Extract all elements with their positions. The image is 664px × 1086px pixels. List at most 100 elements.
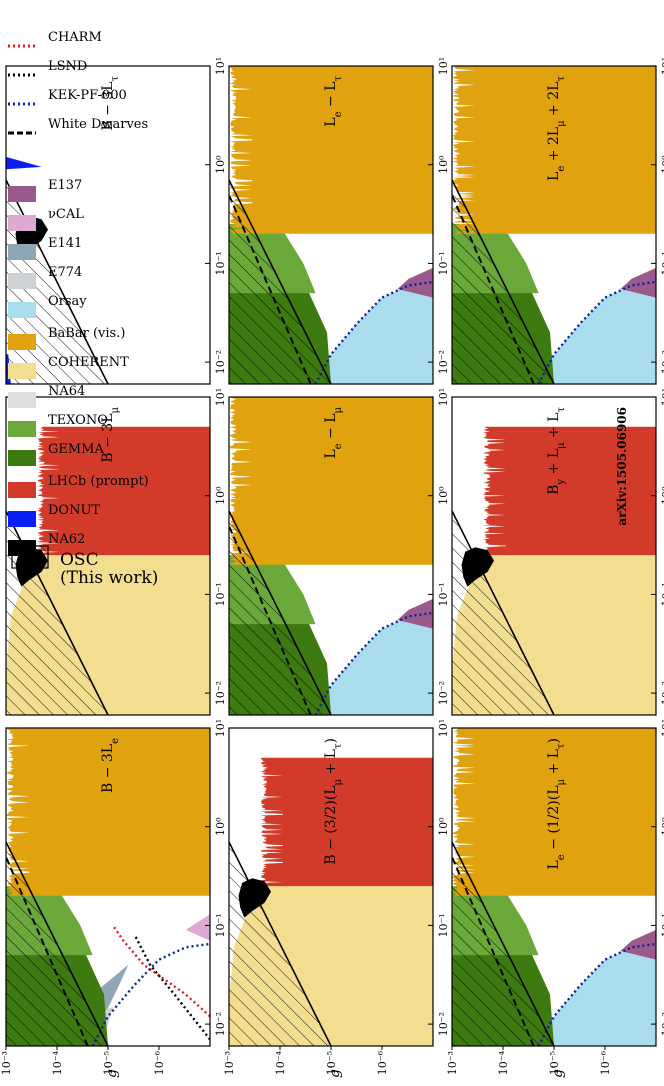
legend-swatch bbox=[8, 186, 36, 202]
x-tick-label: 10⁻² bbox=[660, 681, 664, 705]
x-tick-label: 10⁰ bbox=[214, 817, 227, 836]
legend-label: TEXONO bbox=[48, 413, 108, 428]
panel-7: B − 3Lτ 10⁻² 10⁻¹ 10⁰ 10¹ bbox=[5, 57, 227, 385]
E137-region bbox=[620, 267, 656, 298]
x-tick-label: 10⁰ bbox=[660, 155, 664, 174]
LHCb (prompt)-region bbox=[260, 757, 433, 887]
panel-title: Le + 2Lμ + 2Lτ bbox=[546, 76, 567, 181]
y-tick-label: 10⁻⁶ bbox=[153, 1050, 166, 1075]
y-tick-label: 10⁻⁶ bbox=[376, 1050, 389, 1075]
legend-item: DONUT bbox=[8, 503, 100, 527]
x-tick-label: 10¹ bbox=[214, 57, 227, 75]
legend-swatch bbox=[8, 215, 36, 231]
E137-region bbox=[620, 929, 656, 960]
legend-label: νCAL bbox=[48, 207, 84, 222]
osc-boundary-line bbox=[452, 179, 555, 384]
x-tick-label: 10¹ bbox=[660, 57, 664, 75]
legend-item: KEK-PF-000 bbox=[8, 88, 127, 106]
x-tick-label: 10⁻² bbox=[214, 681, 227, 705]
legend-label: Orsay bbox=[48, 294, 87, 309]
legend-label-osc-sub: (This work) bbox=[60, 568, 158, 588]
y-axis-label: g' bbox=[104, 1065, 120, 1078]
legend-item: Orsay bbox=[8, 294, 87, 318]
legend-swatch bbox=[8, 450, 36, 466]
legend-item: COHERENT bbox=[8, 355, 129, 379]
legend-label: NA62 bbox=[48, 532, 85, 547]
osc-boundary-line bbox=[452, 841, 555, 1046]
osc-boundary-line bbox=[229, 841, 332, 1046]
legend-item: NA64 bbox=[8, 384, 85, 408]
legend-item: E137 bbox=[8, 178, 82, 202]
osc-boundary-line bbox=[229, 510, 332, 715]
legend-swatch bbox=[8, 511, 36, 527]
legend-item: GEMMA bbox=[8, 442, 104, 466]
legend-swatch-osc bbox=[11, 545, 49, 569]
x-tick-label: 10⁻² bbox=[660, 350, 664, 374]
legend-label: GEMMA bbox=[48, 442, 104, 457]
panel-8: Le − Lτ 10⁻² 10⁻¹ 10⁰ 10¹ bbox=[228, 57, 450, 385]
x-tick-label: 10⁻² bbox=[437, 681, 450, 705]
legend-swatch bbox=[8, 302, 36, 318]
legend-label: White Dwarves bbox=[48, 117, 148, 132]
panel-title: Le − Lτ bbox=[323, 76, 344, 127]
x-tick-label: 10⁰ bbox=[660, 817, 664, 836]
panel-title: B − (3/2)(Lμ + Lτ) bbox=[323, 738, 344, 865]
legend-item: E774 bbox=[8, 265, 82, 289]
legend-swatch bbox=[8, 244, 36, 260]
Orsay-region bbox=[538, 943, 656, 1046]
CHARM-curve bbox=[111, 924, 210, 1018]
legend-label: E137 bbox=[48, 178, 82, 193]
y-tick-label: 10⁻³ bbox=[0, 1051, 13, 1075]
x-tick-label: 10⁻¹ bbox=[214, 582, 227, 606]
legend-label: E774 bbox=[48, 265, 82, 280]
DONUT-region bbox=[6, 156, 42, 170]
x-tick-label: 10⁻¹ bbox=[437, 251, 450, 275]
legend-item: LHCb (prompt) bbox=[8, 474, 149, 498]
panel-title: Le − Lμ bbox=[323, 407, 344, 459]
LHCb (prompt)-region bbox=[483, 426, 656, 556]
E137-region bbox=[397, 267, 433, 298]
x-tick-label: 10⁻² bbox=[214, 1012, 227, 1036]
panel-1: B − 3Le 10⁻⁶ 10⁻⁵ 10⁻⁴ 10⁻³ g' 10⁻² 10⁻¹ 10⁰ 10¹ bbox=[0, 719, 227, 1078]
legend-item: E141 bbox=[8, 236, 82, 260]
y-tick-label: 10⁻⁴ bbox=[497, 1050, 510, 1075]
legend-swatch bbox=[8, 334, 36, 350]
y-tick-label: 10⁻⁶ bbox=[599, 1050, 612, 1075]
legend-label: LSND bbox=[48, 59, 87, 74]
legend-swatch bbox=[8, 273, 36, 289]
x-tick-label: 10⁻¹ bbox=[437, 582, 450, 606]
legend-label: CHARM bbox=[48, 30, 102, 45]
BaBar (vis.)-region bbox=[229, 397, 433, 565]
legend-label: NA64 bbox=[48, 384, 85, 399]
x-tick-label: 10¹ bbox=[660, 388, 664, 406]
legend-label: BaBar (vis.) bbox=[48, 326, 125, 341]
y-tick-label: 10⁻⁵ bbox=[548, 1051, 561, 1075]
legend-item: νCAL bbox=[8, 207, 84, 231]
x-tick-label: 10⁰ bbox=[437, 155, 450, 174]
x-tick-label: 10⁰ bbox=[437, 817, 450, 836]
legend-label: KEK-PF-000 bbox=[48, 88, 127, 103]
y-tick-label: 10⁻⁴ bbox=[51, 1050, 64, 1075]
x-tick-label: 10⁻¹ bbox=[437, 913, 450, 937]
x-tick-label: 10¹ bbox=[437, 57, 450, 75]
legend-label-osc: OSC bbox=[60, 550, 99, 570]
panel-title: Le − (1/2)(Lμ + Lτ) bbox=[546, 738, 567, 870]
BaBar (vis.)-region bbox=[229, 66, 433, 234]
BaBar (vis.)-region bbox=[452, 728, 656, 896]
x-tick-label: 10¹ bbox=[437, 388, 450, 406]
legend-label: LHCb (prompt) bbox=[48, 474, 149, 489]
osc-boundary-line bbox=[6, 179, 109, 384]
x-tick-label: 10⁻¹ bbox=[660, 913, 664, 937]
BaBar (vis.)-region bbox=[6, 728, 210, 896]
x-tick-label: 10⁻¹ bbox=[660, 582, 664, 606]
legend-item: CHARM bbox=[8, 30, 102, 48]
legend-item: LSND bbox=[8, 59, 87, 77]
legend-item: BaBar (vis.) bbox=[8, 326, 125, 350]
panel-2: B − (3/2)(Lμ + Lτ) 10⁻⁶ 10⁻⁵ 10⁻⁴ 10⁻³ g' 10⁻²… bbox=[223, 719, 450, 1078]
panel-3: Le − (1/2)(Lμ + Lτ) 10⁻⁶ 10⁻⁵ 10⁻⁴ 10⁻³ g' 10⁻… bbox=[446, 719, 664, 1078]
x-tick-label: 10⁻¹ bbox=[214, 251, 227, 275]
x-tick-label: 10¹ bbox=[660, 719, 664, 737]
legend-swatch bbox=[8, 363, 36, 379]
legend-item: White Dwarves bbox=[8, 117, 148, 135]
